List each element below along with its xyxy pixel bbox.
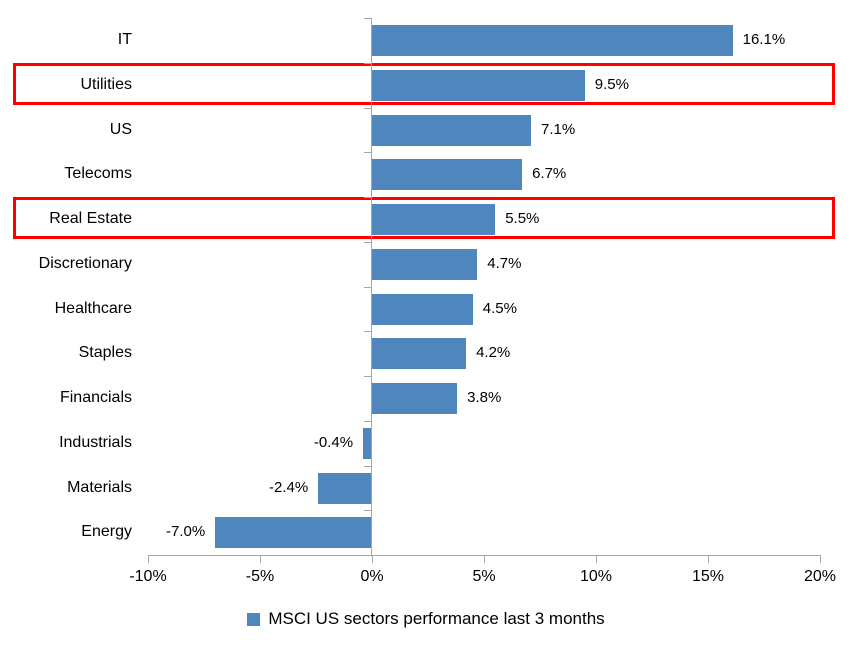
x-tick-label: 20% [803,568,837,585]
y-axis-tick [364,62,371,64]
x-tick-label: -10% [129,568,167,585]
bar [372,204,496,235]
y-axis-tick [364,510,371,512]
y-axis-tick [364,555,371,556]
x-axis-tick [484,555,485,563]
category-label: Financials [59,389,132,406]
value-label: 5.5% [505,210,540,227]
x-axis-tick [596,555,597,563]
legend-swatch-icon [247,613,261,626]
value-label: 9.5% [594,75,629,93]
category-label: Real Estate [49,210,132,227]
chart-legend: MSCI US sectors performance last 3 month… [0,609,852,629]
y-axis-tick [364,107,371,109]
y-axis-tick [364,152,371,154]
value-label: 6.7% [532,165,567,183]
value-label: 16.1% [742,31,786,48]
y-axis-tick [364,286,371,288]
value-label: -7.0% [166,523,206,541]
bar [372,25,733,56]
x-tick-label: 0% [360,568,384,585]
category-label: US [109,120,132,138]
x-axis-tick [372,555,373,563]
value-label: 4.2% [476,344,511,362]
category-label: Utilities [80,75,132,93]
bar [372,248,478,280]
bar [372,159,523,191]
value-label: -0.4% [313,433,354,451]
x-tick-label: -5% [245,568,275,585]
category-label: Materials [67,478,132,496]
category-label: Energy [81,523,132,541]
value-label: 7.1% [541,120,576,138]
category-label: Healthcare [54,299,132,317]
x-tick-label: 10% [579,568,613,585]
y-axis-tick [364,18,371,19]
category-label: IT [117,31,132,48]
value-label: 4.5% [482,299,517,317]
y-axis-tick [364,331,371,333]
category-label: Staples [78,344,132,362]
category-label: Telecoms [64,165,132,183]
bar [372,338,467,370]
y-axis-tick [364,465,371,467]
y-axis-tick [364,241,371,243]
bar [372,69,585,101]
bar [372,293,473,325]
bar [318,472,372,504]
value-label: 3.8% [467,389,502,406]
y-axis-line [371,18,372,555]
bar [363,427,372,459]
category-label: Discretionary [38,254,132,272]
value-label: -2.4% [269,478,309,496]
category-label: Industrials [59,433,132,451]
x-tick-label: 5% [472,568,496,585]
bar [372,114,532,146]
x-tick-label: 15% [691,568,725,585]
y-axis-tick [364,420,371,422]
bar [215,517,372,549]
y-axis-tick [364,197,371,198]
x-axis-tick [148,555,149,563]
x-axis-tick [708,555,709,563]
value-label: 4.7% [487,254,522,272]
highlight-box-real-estate [13,197,835,239]
x-axis-tick [820,555,821,563]
y-axis-tick [364,376,371,377]
highlight-box-utilities [13,62,835,105]
legend-label: MSCI US sectors performance last 3 month… [268,609,605,628]
x-axis-tick [260,555,261,563]
bar [372,383,458,414]
